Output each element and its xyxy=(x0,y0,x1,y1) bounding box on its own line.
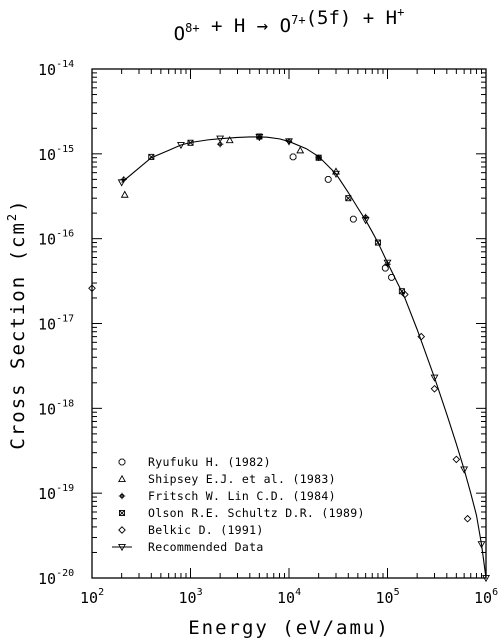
data-point xyxy=(463,514,472,523)
legend-label: Fritsch W. Lin C.D. (1984) xyxy=(148,489,336,503)
chart-title-text: O8+ + H → O7+(5f) + H+ xyxy=(174,5,405,45)
title-superscript: 7+ xyxy=(291,13,305,27)
title-part: + H → xyxy=(200,15,280,37)
legend-marker xyxy=(118,509,126,517)
data-point xyxy=(120,190,129,198)
plot-frame xyxy=(91,68,487,579)
y-tick-label: 10-14 xyxy=(38,59,74,79)
legend-item: Fritsch W. Lin C.D. (1984) xyxy=(118,489,336,503)
data-point xyxy=(482,574,490,583)
data-point xyxy=(477,541,486,549)
data-point xyxy=(289,153,297,161)
legend-label: Shipsey E.J. et al. (1983) xyxy=(148,472,336,486)
legend-marker xyxy=(118,543,126,552)
title-superscript: 8+ xyxy=(185,21,199,35)
legend-item: Shipsey E.J. et al. (1983) xyxy=(118,472,336,486)
series-5 xyxy=(117,133,490,583)
x-tick-label: 102 xyxy=(80,587,104,607)
y-tick-label: 10-16 xyxy=(38,229,74,249)
x-tick-label: 106 xyxy=(474,587,498,607)
data-point xyxy=(324,175,332,183)
series-0 xyxy=(289,153,395,281)
title-part: O xyxy=(280,15,291,37)
data-point xyxy=(349,215,357,223)
series-1 xyxy=(120,136,340,198)
series-line xyxy=(121,136,487,579)
data-point xyxy=(225,136,234,144)
y-axis-label: Cross Section (cm2) xyxy=(5,198,29,449)
legend-marker xyxy=(118,474,126,483)
x-axis-label: Energy (eV/amu) xyxy=(188,617,390,639)
y-tick-label: 10-18 xyxy=(38,398,74,418)
data-point xyxy=(216,135,225,143)
data-point xyxy=(332,170,340,179)
data-point xyxy=(430,384,439,393)
legend-item: Ryufuku H. (1982) xyxy=(118,455,271,469)
data-point xyxy=(430,374,439,382)
legend-item: Belkic D. (1991) xyxy=(118,523,264,537)
data-point xyxy=(296,146,305,154)
legend-marker xyxy=(118,492,126,500)
data-point xyxy=(383,259,392,267)
legend: Ryufuku H. (1982) Shipsey E.J. et al. (19… xyxy=(112,455,365,554)
legend-item: Recommended Data xyxy=(112,540,264,554)
series-layer xyxy=(88,133,490,583)
legend-item: Olson R.E. Schultz D.R. (1989) xyxy=(118,506,365,520)
axis-ticks xyxy=(92,69,486,578)
data-point xyxy=(345,195,352,202)
data-point xyxy=(285,138,293,146)
data-point xyxy=(452,455,461,464)
data-point xyxy=(88,284,96,293)
y-tick-label: 10-19 xyxy=(38,483,74,503)
legend-label: Belkic D. (1991) xyxy=(148,523,264,537)
data-point xyxy=(361,217,370,225)
chart-title: O8+ + H → O7+(5f) + H+ xyxy=(174,5,405,45)
legend-label: Recommended Data xyxy=(148,540,264,554)
x-tick-label: 103 xyxy=(179,587,203,607)
data-point xyxy=(117,179,126,187)
legend-label: Ryufuku H. (1982) xyxy=(148,455,271,469)
x-tick-label: 105 xyxy=(376,587,400,607)
y-tick-label: 10-20 xyxy=(38,568,74,588)
title-part: (5f) + xyxy=(306,7,386,29)
data-point xyxy=(255,133,264,142)
title-part: H xyxy=(386,7,397,29)
data-point xyxy=(460,466,469,474)
x-tick-label: 104 xyxy=(277,587,301,607)
x-tick-labels: 102 103 104 105 106 xyxy=(80,587,498,607)
title-part: O xyxy=(174,23,185,45)
y-tick-label: 10-15 xyxy=(38,144,74,164)
legend-marker xyxy=(118,526,126,534)
y-tick-label: 10-17 xyxy=(38,314,74,334)
y-tick-labels: 10-14 10-15 10-16 10-17 10-18 10-19 10-20 xyxy=(38,59,74,588)
data-point xyxy=(176,142,185,150)
legend-label: Olson R.E. Schultz D.R. (1989) xyxy=(148,506,365,520)
title-superscript: + xyxy=(397,5,404,19)
legend-marker xyxy=(118,458,126,466)
